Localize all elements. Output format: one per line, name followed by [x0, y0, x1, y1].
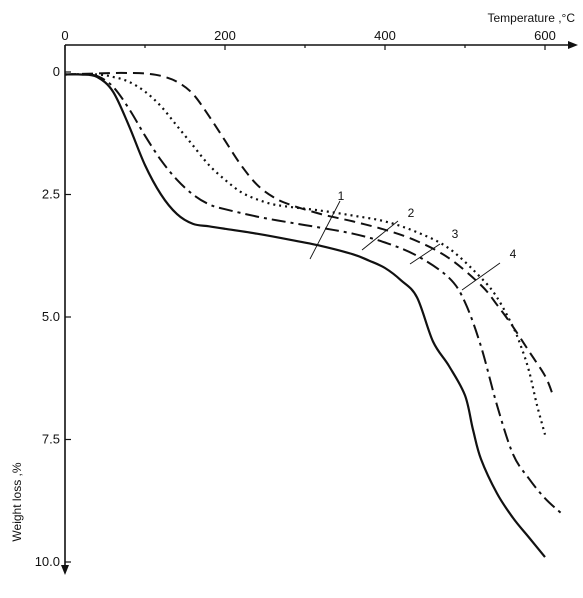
x-tick-label: 0 [61, 28, 68, 43]
y-tick-label: 5.0 [42, 309, 60, 324]
x-axis-title: Temperature ,°C [488, 11, 576, 25]
y-tick-label: 7.5 [42, 432, 60, 447]
y-tick-label: 10.0 [35, 554, 60, 569]
series-3-line [64, 73, 547, 435]
y-tick-label: 0 [53, 64, 60, 79]
axes: 0 200 400 600 0 2.5 5.0 7.5 10.0 [35, 28, 578, 575]
curve-2-leader [361, 220, 399, 251]
curve-3-leader [409, 243, 441, 265]
x-tick-label: 600 [534, 28, 556, 43]
curve-2-label: 2 [408, 206, 415, 220]
curves [64, 71, 562, 558]
curve-4-leader [461, 262, 501, 291]
x-axis-arrow [568, 41, 578, 49]
y-axis-arrow [61, 565, 69, 575]
curve-1-leader [309, 200, 341, 260]
y-tick-label: 2.5 [42, 187, 60, 202]
x-tick-label: 400 [374, 28, 396, 43]
series-4-line [64, 71, 554, 396]
curve-3-label: 3 [452, 227, 459, 241]
x-tick-label: 200 [214, 28, 236, 43]
series-1-line [64, 73, 546, 558]
curve-4-label: 4 [510, 247, 517, 261]
curve-1-label: 1 [338, 189, 345, 203]
y-axis-title: Weight loss ,% [10, 462, 24, 541]
series-2-line [64, 73, 562, 514]
curve-labels: 1 2 3 4 [309, 189, 517, 291]
